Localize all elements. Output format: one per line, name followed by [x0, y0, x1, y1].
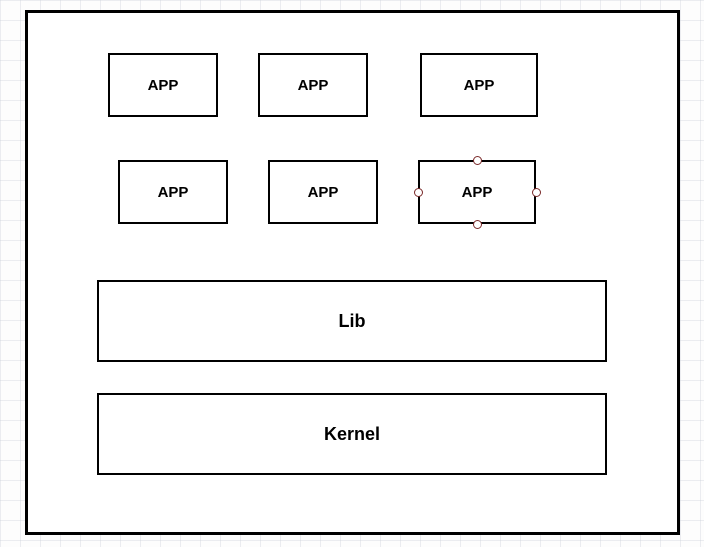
kernel-label: Kernel: [324, 424, 380, 445]
app-label: APP: [148, 77, 179, 94]
lib-label: Lib: [339, 311, 366, 332]
selection-handle-top[interactable]: [473, 156, 482, 165]
app-label: APP: [308, 184, 339, 201]
app-label: APP: [462, 184, 493, 201]
app-box-4: APP: [118, 160, 228, 224]
selection-handle-bottom[interactable]: [473, 220, 482, 229]
app-box-2: APP: [258, 53, 368, 117]
app-box-6-selected[interactable]: APP: [418, 160, 536, 224]
lib-bar: Lib: [97, 280, 607, 362]
app-box-5: APP: [268, 160, 378, 224]
app-label: APP: [464, 77, 495, 94]
app-label: APP: [298, 77, 329, 94]
selection-handle-right[interactable]: [532, 188, 541, 197]
app-label: APP: [158, 184, 189, 201]
selection-handle-left[interactable]: [414, 188, 423, 197]
app-box-1: APP: [108, 53, 218, 117]
kernel-bar: Kernel: [97, 393, 607, 475]
app-box-3: APP: [420, 53, 538, 117]
